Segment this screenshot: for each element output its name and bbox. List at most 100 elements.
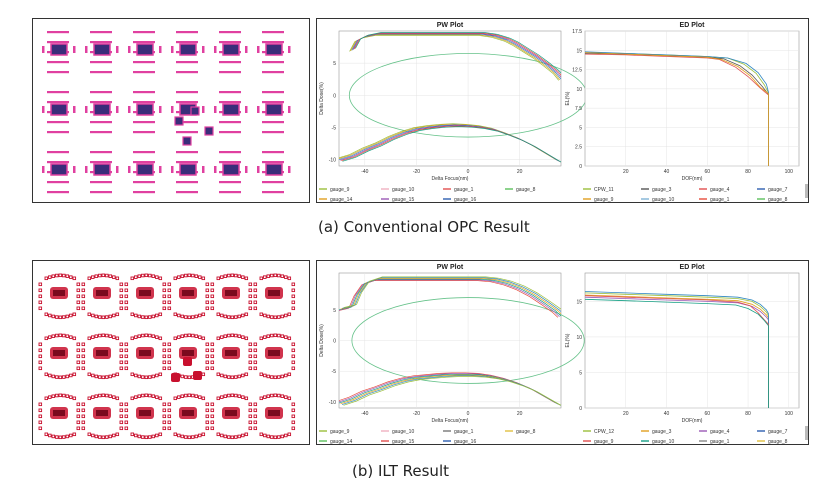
ilt-dot [253,360,258,365]
contact-pad [136,103,154,116]
ilt-dot [177,335,181,339]
contact-pad [93,163,111,176]
ilt-dot [237,274,242,278]
ilt-dot [119,402,124,407]
side-bar [202,46,205,53]
ilt-dot [244,336,249,341]
ilt-dot [273,435,278,440]
ilt-dot [148,393,152,398]
ilt-dot [210,288,215,293]
ilt-dot [280,434,285,439]
feature-bar [47,151,69,154]
ilt-dot [55,435,59,439]
pad-core [268,290,280,296]
ilt-dot [280,334,285,338]
ilt-dot [253,426,258,431]
ilt-dot [237,434,242,439]
ilt-dot [98,333,102,338]
ilt-dot [69,373,73,378]
cell-2-2 [128,151,162,194]
cell-2-4 [214,151,248,194]
ed-series-line [584,294,769,408]
ilt-dot [141,375,145,379]
y-tick-label: 12.5 [572,68,582,74]
ilt-dot [162,348,167,353]
ilt-dot [273,315,278,320]
ilt-dot [227,375,231,379]
ilt-dot [263,395,267,399]
ilt-dot [198,313,202,318]
legend-entry: gauge_14 [319,439,352,444]
ilt-dot [134,313,138,318]
cell-0-3 [167,273,210,320]
feature-bar [219,151,241,154]
ilt-dot [180,374,185,379]
side-bar [202,166,205,173]
x-tick-label: 100 [785,411,794,417]
cell-1-5 [253,333,296,380]
ilt-dot [101,315,106,320]
ilt-dot [210,342,215,347]
ilt-dot [48,373,52,378]
legend-entry: gauge_15 [381,197,414,202]
legend-entry: gauge_1 [443,429,474,435]
ilt-dot [51,394,56,398]
ilt-dot [263,275,267,279]
ilt-dot [62,393,66,398]
ilt-dot [58,333,63,338]
ilt-dot [216,372,221,377]
ed-series-line [584,53,769,166]
ilt-dot [155,433,159,438]
chart-a-ed: ED Plot 20 40 60 80 100 0 2.5 5 7.5 10 12.5 15 17.5 DO… [565,22,808,202]
ilt-dot [155,335,159,339]
ilt-dot [237,394,242,398]
feature-bar [90,131,112,134]
side-bar [214,46,217,53]
ilt-dot [184,435,188,439]
ilt-dot [280,274,285,278]
ilt-dot [94,314,99,319]
ilt-dot [65,314,70,319]
ilt-dot [253,354,258,359]
ilt-dot [173,396,178,401]
ilt-dot [141,435,145,439]
ilt-dot [191,273,195,278]
side-bar [214,166,217,173]
ilt-dot [287,336,292,341]
ilt-dot [38,294,43,299]
layout-panel-a [32,18,310,203]
cell-2-4 [210,393,253,440]
ilt-dot [141,315,145,319]
ilt-dot [167,402,172,407]
ilt-dot [108,374,113,379]
ilt-dot [65,374,70,379]
legend-entry: gauge_1 [443,187,474,193]
ilt-dot [134,433,138,438]
pad-core [182,410,194,416]
ilt-dot [184,315,188,319]
cell-2-3 [167,393,210,440]
ilt-dot [201,372,206,377]
legend-label: gauge_1 [454,429,474,435]
feature-bar [90,61,112,64]
ilt-dot [287,396,292,401]
legend-entry: gauge_9 [583,197,614,202]
feature-bar [219,61,241,64]
ilt-dot [248,342,253,347]
legend-entry: gauge_10 [641,439,674,444]
ilt-dot [105,315,109,319]
ilt-dot [167,408,172,413]
feature-bar [47,161,69,164]
ilt-dot [119,342,124,347]
ilt-dot [158,432,163,437]
ilt-dot [119,426,124,431]
ilt-dot [124,300,129,305]
ilt-dot [81,348,86,353]
ilt-dot [230,393,235,398]
ilt-dot [72,276,77,281]
ilt-dot [144,273,149,278]
contact-pad [50,163,68,176]
feature-bar [47,91,69,94]
ilt-dot [158,396,163,401]
legend-label: CPW_11 [594,187,614,193]
